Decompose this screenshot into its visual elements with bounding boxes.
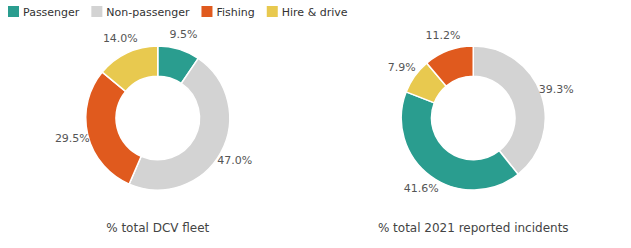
chart-title: % total DCV fleet (106, 221, 209, 235)
legend-swatch (8, 6, 19, 17)
legend-item: Non-passenger (91, 6, 190, 19)
data-label: 39.3% (539, 83, 574, 96)
legend-label: Hire & drive (282, 6, 348, 19)
legend-label: Passenger (23, 6, 80, 19)
legend: Passenger Non-passenger Fishing Hire & driv… (8, 6, 348, 19)
donut-slice: Passenger (401, 92, 518, 190)
donut: PassengerNon-passengerFishingHire & driv… (55, 28, 252, 190)
donut: Non-passengerPassengerHire & driveFishin… (388, 29, 574, 195)
data-label: 9.5% (170, 28, 198, 41)
donut-slice: Non-passenger (473, 46, 545, 174)
data-label: 29.5% (55, 132, 90, 145)
legend-swatch (91, 6, 102, 17)
legend-swatch (201, 6, 212, 17)
legend-item: Passenger (8, 6, 80, 19)
chart-root: PassengerNon-passengerFishingHire & driv… (0, 0, 631, 248)
data-label: 11.2% (426, 29, 461, 42)
data-label: 41.6% (404, 182, 439, 195)
legend-swatch (267, 6, 278, 17)
donut-slice: Hire & drive (102, 46, 157, 91)
legend-item: Fishing (201, 6, 254, 19)
legend-label: Fishing (216, 6, 254, 19)
legend-label: Non-passenger (106, 6, 190, 19)
legend-item: Hire & drive (267, 6, 348, 19)
chart-title: % total 2021 reported incidents (378, 221, 569, 235)
donut-slice: Fishing (86, 72, 141, 184)
data-label: 7.9% (388, 61, 416, 74)
data-label: 47.0% (217, 154, 252, 167)
data-label: 14.0% (103, 32, 138, 45)
donut-slice: Fishing (427, 46, 474, 86)
